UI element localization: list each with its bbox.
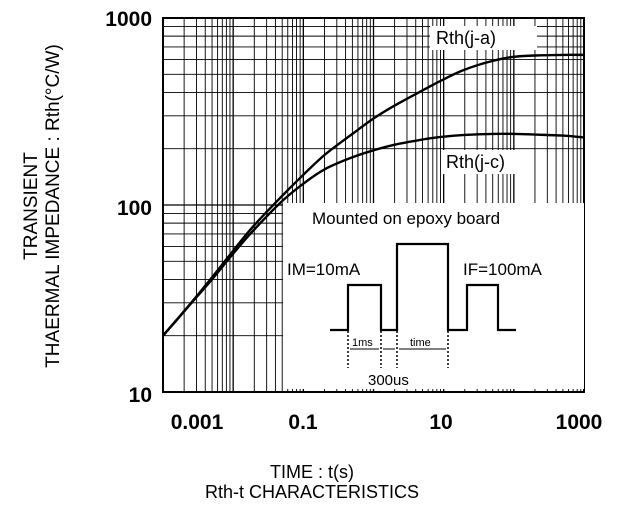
series-group — [162, 53, 585, 337]
dim-time-label: time — [410, 337, 431, 349]
pulse-waveform — [330, 242, 516, 332]
if-label: IF=100mA — [463, 260, 543, 279]
rth-jc-label-bg — [442, 150, 534, 174]
x-tick-label-0.1: 0.1 — [288, 411, 318, 434]
inset-title: Mounted on epoxy board — [312, 209, 500, 228]
y-tick-label-10: 10 — [129, 384, 152, 407]
y-axis-title-line1: TRANSIENT — [21, 152, 42, 260]
rth-ja-label: Rth(j-a) — [436, 28, 496, 48]
rth-jc-label: Rth(j-c) — [446, 152, 505, 172]
y-tick-label-100: 100 — [117, 197, 152, 220]
x-tick-label-1000: 1000 — [556, 411, 603, 434]
y-tick-label-1000: 1000 — [105, 8, 152, 31]
chart-title: Rth-t CHARACTERISTICS — [204, 482, 420, 502]
y-axis-title-line2: THAERMAL IMPEDANCE : Rth(°C/W) — [43, 44, 64, 368]
series-line-rth-ja — [162, 53, 585, 337]
series-line-rth-jc — [162, 132, 585, 337]
x-tick-label-10: 10 — [429, 411, 452, 434]
inset-background — [283, 203, 584, 389]
dim-1ms-label: 1ms — [352, 337, 373, 349]
im-label: IM=10mA — [287, 260, 361, 279]
test-condition-inset: Mounted on epoxy board IM=10mA IF=100mA … — [283, 203, 584, 389]
rth-ja-label-bg — [430, 26, 537, 50]
x-tick-label-0.001: 0.001 — [171, 411, 224, 434]
x-axis-title: TIME : t(s) — [270, 462, 354, 482]
dim-300us-label: 300us — [368, 372, 409, 389]
